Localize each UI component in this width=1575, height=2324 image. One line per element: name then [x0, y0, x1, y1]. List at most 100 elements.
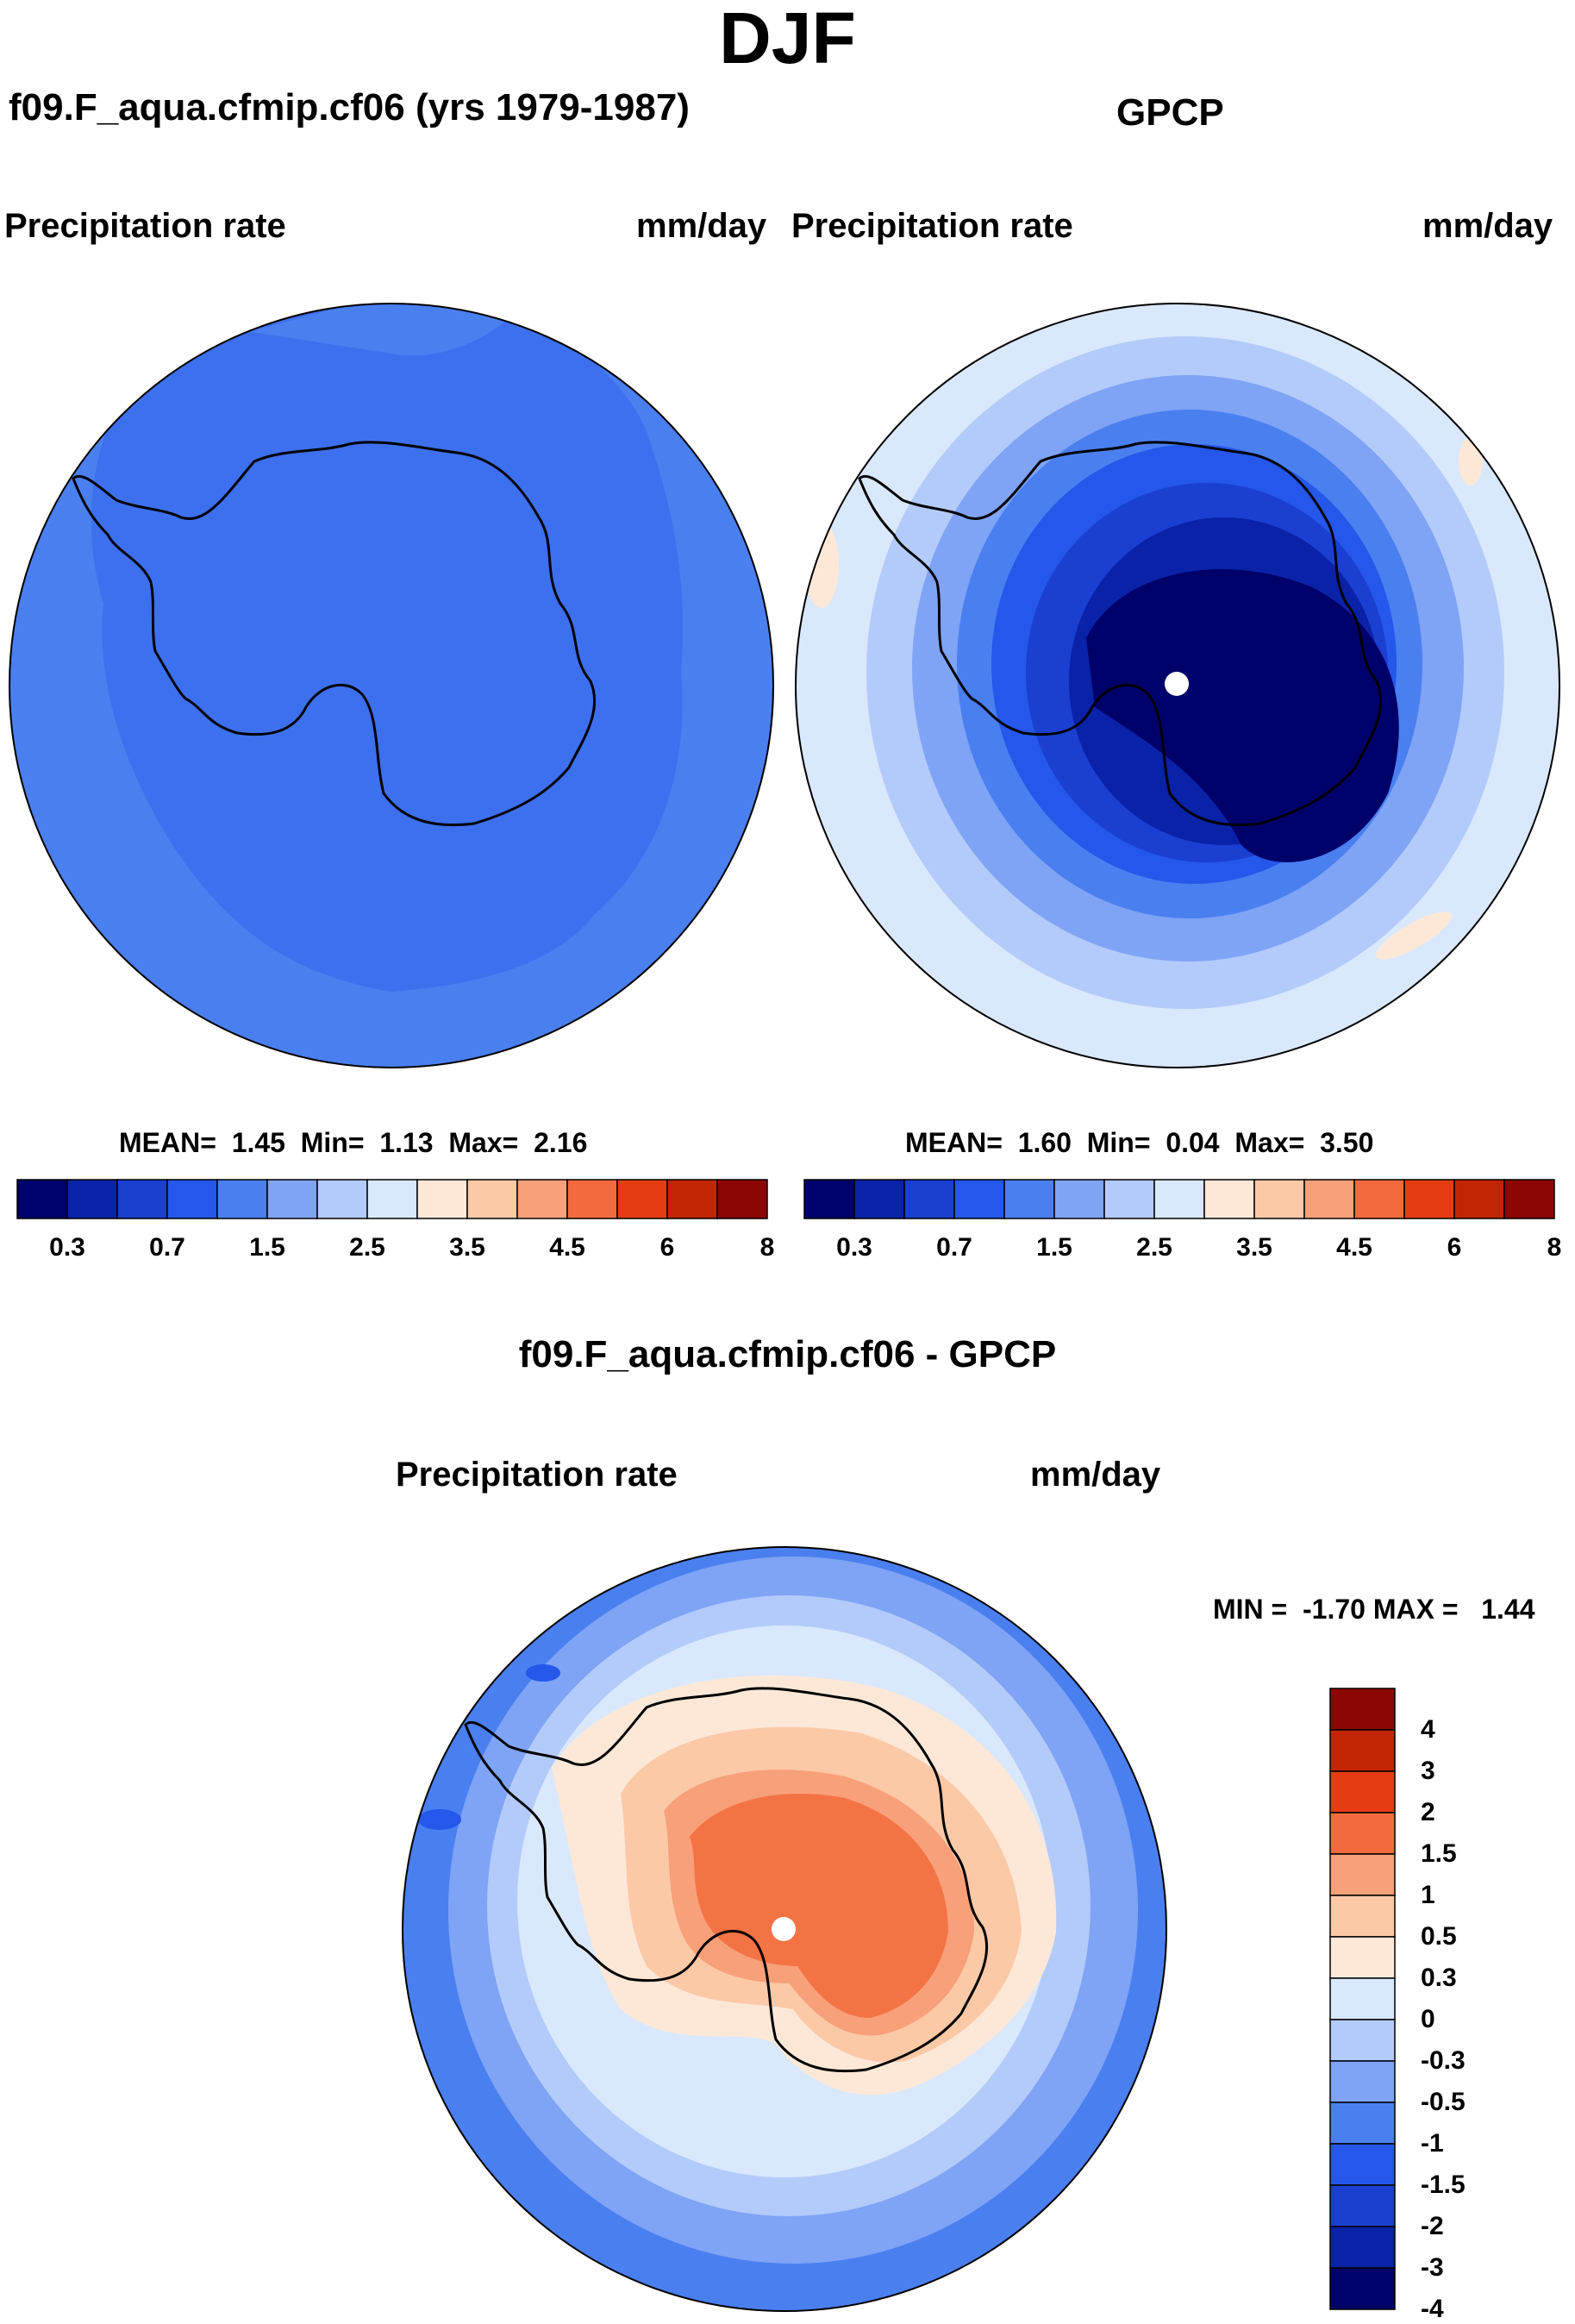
obs-colorbar-ticks: 0.3 0.7 1.5 2.5 3.5 4.5 6 8: [804, 1233, 1561, 1268]
obs-map: [795, 303, 1560, 1068]
model-colorbar-box: [566, 1179, 618, 1219]
model-colorbar: [16, 1179, 768, 1219]
obs-colorbar-label: 6: [1447, 1233, 1462, 1262]
model-colorbar-label: 4.5: [549, 1233, 585, 1262]
model-colorbar-label: 8: [759, 1233, 775, 1262]
obs-colorbar-box: [853, 1179, 905, 1219]
model-colorbar-box: [666, 1179, 718, 1219]
diff-colorbar-label: 0: [1421, 2005, 1435, 2033]
diff-colorbar-ticks: 4 3 2 1.5 1 0.5 0.3 0 -0.3 -0.5 -1 -1.5 -2 -3 -4: [1421, 1688, 1498, 2323]
obs-colorbar: [803, 1179, 1555, 1219]
obs-units-label: mm/day: [1422, 207, 1553, 245]
obs-colorbar-box: [1453, 1179, 1505, 1219]
model-colorbar-box: [166, 1179, 218, 1219]
obs-colorbar-label: 3.5: [1236, 1233, 1272, 1262]
obs-stats: MEAN= 1.60 Min= 0.04 Max= 3.50: [905, 1127, 1373, 1159]
diff-variable-label: Precipitation rate: [396, 1456, 678, 1494]
diff-colorbar-box: [1329, 1977, 1396, 2020]
model-units-label: mm/day: [636, 207, 767, 245]
diff-colorbar-label: -2: [1421, 2212, 1444, 2240]
obs-colorbar-label: 4.5: [1336, 1233, 1372, 1262]
obs-max-value: 3.50: [1320, 1127, 1374, 1158]
model-mean-label: MEAN=: [119, 1127, 216, 1158]
diff-colorbar-box: [1329, 1853, 1396, 1896]
obs-colorbar-box: [1253, 1179, 1305, 1219]
model-panel-title: f09.F_aqua.cfmip.cf06 (yrs 1979-1987): [9, 86, 690, 128]
model-colorbar-box: [466, 1179, 518, 1219]
model-colorbar-box: [616, 1179, 668, 1219]
obs-colorbar-box: [1353, 1179, 1405, 1219]
diff-colorbar-box: [1329, 2143, 1396, 2186]
obs-colorbar-box: [953, 1179, 1005, 1219]
model-colorbar-label: 3.5: [449, 1233, 485, 1262]
obs-colorbar-box: [1003, 1179, 1055, 1219]
diff-colorbar-label: 0.3: [1421, 1964, 1457, 1992]
obs-panel-title: GPCP: [1116, 91, 1224, 134]
obs-colorbar-box: [1403, 1179, 1455, 1219]
obs-colorbar-box: [1503, 1179, 1555, 1219]
obs-colorbar-box: [1203, 1179, 1255, 1219]
diff-colorbar-box: [1329, 2102, 1396, 2145]
model-colorbar-ticks: 0.3 0.7 1.5 2.5 3.5 4.5 6 8: [17, 1233, 774, 1268]
obs-colorbar-label: 0.7: [936, 1233, 972, 1262]
model-colorbar-box: [216, 1179, 268, 1219]
model-colorbar-box: [116, 1179, 168, 1219]
diff-colorbar-label: -3: [1421, 2253, 1444, 2282]
obs-colorbar-box: [1303, 1179, 1355, 1219]
obs-variable-label: Precipitation rate: [791, 207, 1073, 245]
diff-map: [402, 1546, 1167, 2312]
diff-colorbar-box: [1329, 1770, 1396, 1813]
model-stats: MEAN= 1.45 Min= 1.13 Max= 2.16: [119, 1127, 587, 1159]
model-colorbar-label: 0.7: [149, 1233, 185, 1262]
diff-colorbar-box: [1329, 1729, 1396, 1772]
obs-colorbar-label: 0.3: [836, 1233, 872, 1262]
diff-colorbar-label: -0.5: [1421, 2088, 1466, 2116]
diff-colorbar-label: 1.5: [1421, 1839, 1457, 1868]
model-field-base: [9, 304, 773, 1068]
diff-colorbar-label: 1: [1421, 1881, 1435, 1909]
diff-colorbar-box: [1329, 2060, 1396, 2103]
diff-colorbar-label: 0.5: [1421, 1922, 1457, 1951]
diff-colorbar-box: [1329, 1812, 1396, 1855]
model-colorbar-label: 2.5: [349, 1233, 385, 1262]
diff-stats: MIN = -1.70 MAX = 1.44: [1213, 1594, 1535, 1625]
diff-colorbar-label: -1.5: [1421, 2171, 1466, 2199]
model-colorbar-box: [716, 1179, 768, 1219]
model-colorbar-box: [266, 1179, 318, 1219]
diff-colorbar-box: [1329, 1895, 1396, 1938]
model-min-value: 1.13: [379, 1127, 434, 1158]
model-colorbar-box: [366, 1179, 418, 1219]
obs-mean-label: MEAN=: [905, 1127, 1003, 1158]
obs-colorbar-box: [1103, 1179, 1155, 1219]
diff-colorbar-box: [1329, 2184, 1396, 2227]
obs-colorbar-box: [1053, 1179, 1105, 1219]
diff-colorbar-label: -4: [1421, 2295, 1444, 2323]
diff-colorbar-label: 3: [1421, 1757, 1435, 1785]
diff-map-boundary: [402, 1546, 1167, 2312]
obs-colorbar-box: [1153, 1179, 1205, 1219]
diff-colorbar-label: 2: [1421, 1798, 1435, 1826]
diff-colorbar-box: [1329, 2226, 1396, 2269]
model-colorbar-box: [66, 1179, 118, 1219]
diff-colorbar-label: -0.3: [1421, 2046, 1466, 2075]
diff-colorbar: [1329, 1688, 1396, 2310]
model-colorbar-box: [16, 1179, 68, 1219]
diff-colorbar-box: [1329, 2019, 1396, 2062]
model-map-boundary: [9, 303, 774, 1068]
obs-max-label: Max=: [1234, 1127, 1305, 1158]
model-colorbar-box: [316, 1179, 368, 1219]
model-field-inner: [9, 304, 683, 992]
diff-units-label: mm/day: [1030, 1456, 1161, 1494]
obs-colorbar-box: [903, 1179, 955, 1219]
obs-map-boundary: [795, 303, 1560, 1068]
obs-mean-value: 1.60: [1017, 1127, 1072, 1158]
obs-colorbar-box: [803, 1179, 855, 1219]
obs-colorbar-label: 1.5: [1036, 1233, 1072, 1262]
diff-pole-marker: [772, 1917, 796, 1941]
model-colorbar-label: 6: [659, 1233, 675, 1262]
diff-panel-title: f09.F_aqua.cfmip.cf06 - GPCP: [518, 1333, 1057, 1375]
model-variable-label: Precipitation rate: [4, 207, 286, 245]
model-min-label: Min=: [300, 1127, 365, 1158]
model-colorbar-label: 0.3: [49, 1233, 85, 1262]
diff-colorbar-box: [1329, 1688, 1396, 1731]
